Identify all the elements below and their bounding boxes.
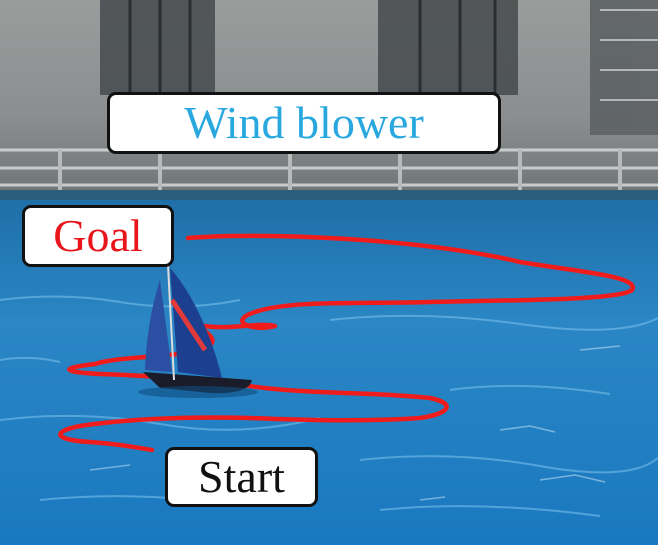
start-label: Start (165, 447, 318, 507)
wind-blower-text: Wind blower (184, 97, 424, 148)
wind-blower-label: Wind blower (107, 92, 501, 154)
water-ripples (0, 295, 658, 517)
sailboat (138, 264, 258, 398)
boat-main-sail (170, 268, 222, 378)
trajectory-path (58, 233, 635, 453)
boat-jib-sail (145, 280, 172, 372)
boat-mast (167, 264, 175, 381)
goal-label: Goal (22, 205, 174, 267)
goal-text: Goal (53, 210, 143, 261)
start-text: Start (198, 451, 285, 502)
